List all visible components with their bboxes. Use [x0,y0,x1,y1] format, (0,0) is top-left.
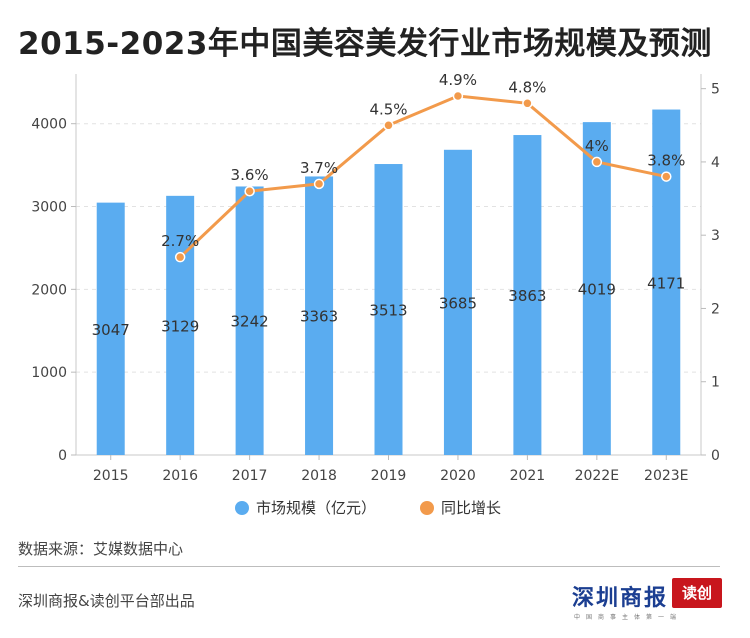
bar [235,186,264,455]
x-tick-label: 2019 [371,468,407,484]
brand-logo-tag: 读创 [672,578,722,608]
y-right-tick-label: 4 [711,155,720,171]
x-tick-label: 2018 [301,468,337,484]
growth-point [452,90,464,102]
growth-label: 3.7% [300,159,338,177]
bar [513,135,542,455]
bar [652,109,681,455]
bar [374,164,403,455]
bar-value-label: 3513 [369,302,407,320]
y-left-tick-label: 0 [58,448,67,464]
y-left-ticks-layer: 0 1000 2000 3000 4000 [31,117,76,464]
x-tick-label: 2021 [510,468,546,484]
chart-svg: 3047 3129 3242 3363 3513 3685 3863 4019 4171 2.7… [31,71,720,517]
publisher-credit: 深圳商报&读创平台部出品 [18,592,195,610]
bar [582,122,611,456]
y-right-tick-label: 1 [711,375,720,391]
line-labels-layer: 2.7% 3.6% 3.7% 4.5% 4.9% 4.8% 4% 3.8% [161,71,685,250]
y-left-tick-label: 4000 [31,117,67,133]
bar-value-label: 3129 [161,317,199,335]
growth-point [313,178,325,190]
y-right-tick-label: 5 [711,82,720,98]
y-left-tick-label: 3000 [31,200,67,216]
bar-value-label: 3047 [92,321,130,339]
bar-value-label: 3242 [231,313,269,331]
x-tick-label: 2020 [440,468,476,484]
growth-label: 4.9% [439,71,477,89]
growth-label: 4.5% [369,100,407,118]
bar-value-label: 4019 [578,281,616,299]
growth-point [383,120,394,131]
growth-label: 2.7% [161,232,199,250]
chart-title: 2015-2023年中国美容美发行业市场规模及预测 [18,26,712,62]
legend-label-line: 同比增长 [441,499,501,517]
legend: 市场规模（亿元） 同比增长 [235,499,501,517]
data-source: 数据来源：艾媒数据中心 [18,540,184,558]
brand-logo-main: 深圳商报 [572,585,669,611]
growth-point [522,98,533,109]
growth-label: 3.6% [231,166,269,184]
growth-label: 4.8% [508,78,546,96]
y-right-tick-label: 0 [711,448,720,464]
y-left-tick-label: 2000 [31,282,67,298]
growth-label: 3.8% [647,152,685,170]
bar-value-label: 3685 [439,294,477,312]
bar [305,176,334,455]
bar [443,149,472,455]
brand-logo-subtitle: 中国商事主体第一端 [574,614,683,621]
growth-point [591,156,603,168]
x-tick-label: 2016 [162,468,198,484]
x-tick-label: 2015 [93,468,129,484]
growth-point [174,251,186,263]
y-left-tick-label: 1000 [31,365,67,381]
bar [96,202,125,455]
x-tick-label: 2022E [575,468,619,484]
legend-marker-bar [235,501,249,515]
y-right-tick-label: 2 [711,301,720,317]
bar-value-label: 3363 [300,308,338,326]
growth-label: 4% [585,137,609,155]
bar [166,195,195,456]
bar-value-label: 4171 [647,274,685,292]
x-tick-label: 2017 [232,468,268,484]
x-tick-label: 2023E [644,468,688,484]
bar-labels-layer: 3047 3129 3242 3363 3513 3685 3863 4019 4171 [92,274,686,339]
y-right-tick-label: 3 [711,228,720,244]
footer-divider [18,566,720,567]
legend-marker-line [420,501,434,515]
growth-point [661,171,672,182]
brand-logo: 深圳商报 读创 中国商事主体第一端 [572,574,724,630]
legend-label-bar: 市场规模（亿元） [256,499,376,517]
y-right-ticks-layer: 0 1 2 3 4 5 [701,82,720,464]
growth-line [179,94,667,259]
growth-point [244,185,255,197]
line-layer [174,90,672,263]
bar-value-label: 3863 [508,287,546,305]
x-ticks-layer: 2015 2016 2017 2018 2019 2020 2021 2022E 2023E [93,455,689,484]
bars-layer [96,109,681,456]
